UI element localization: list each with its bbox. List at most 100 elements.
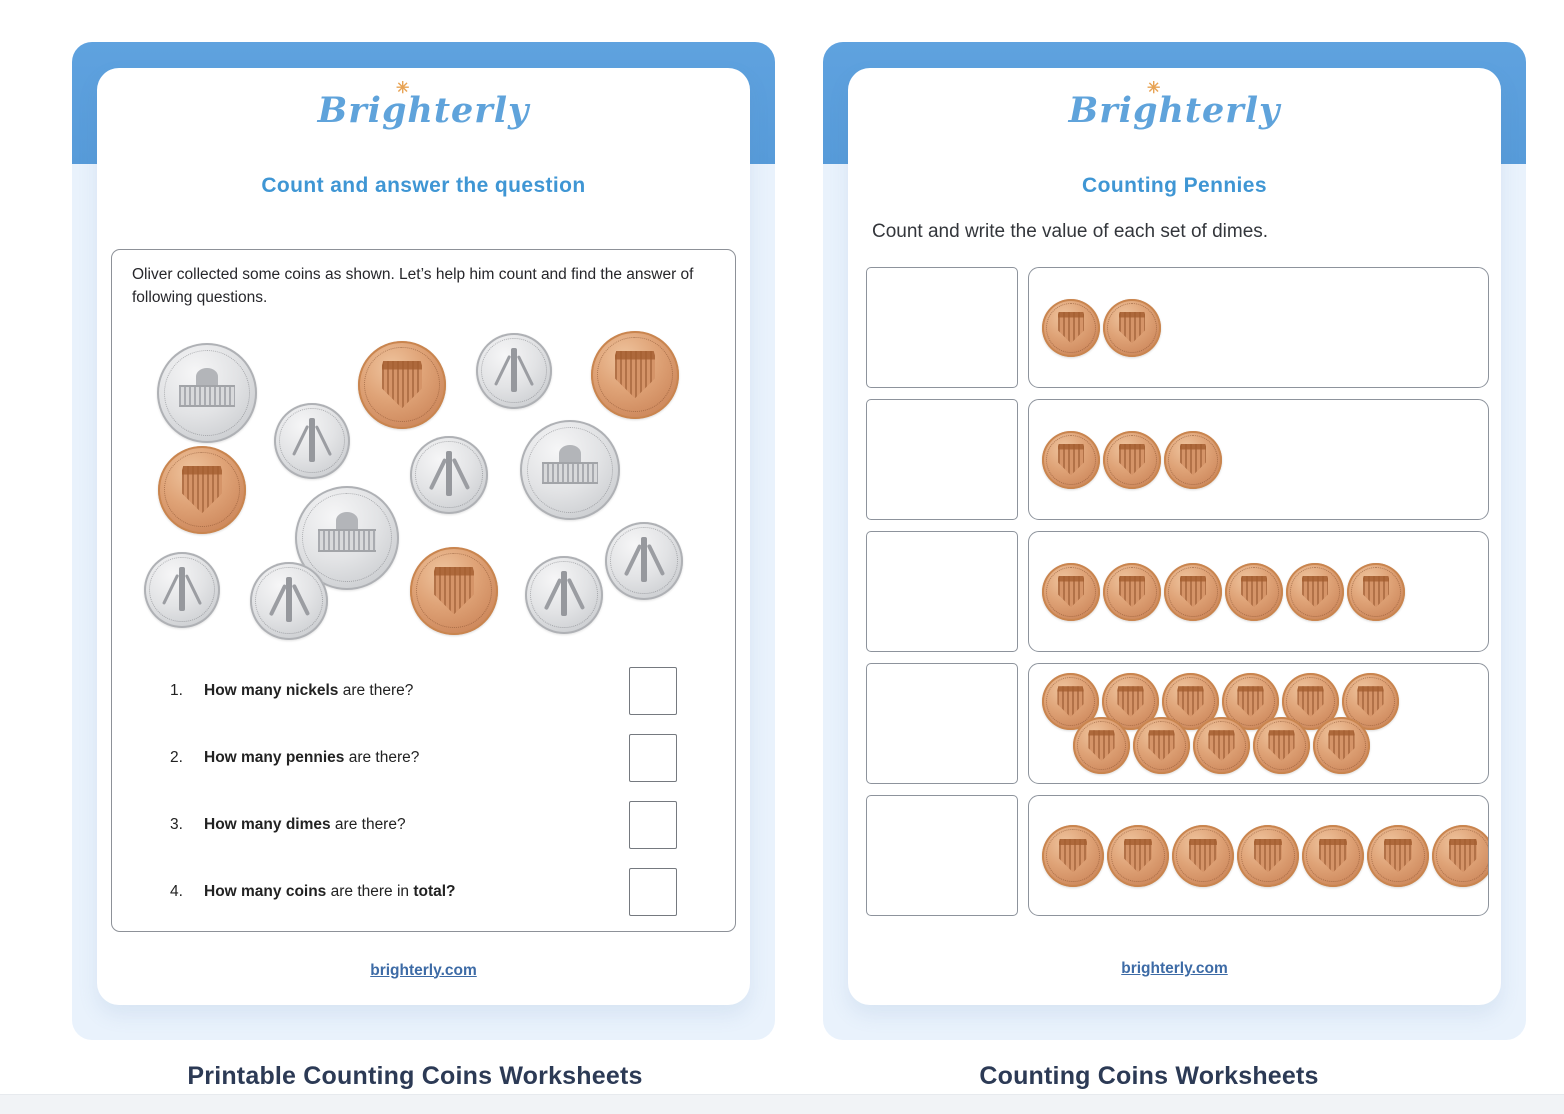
question-number: 1. bbox=[170, 681, 183, 699]
question-text: How many nickels are there? bbox=[204, 681, 414, 699]
dime-coin bbox=[605, 521, 683, 600]
question-row: 1. How many nickels are there? bbox=[170, 666, 677, 715]
question-text: How many pennies are there? bbox=[204, 748, 420, 766]
question-number: 3. bbox=[170, 815, 183, 833]
penny-set-box bbox=[1028, 663, 1489, 785]
penny-set-box bbox=[1028, 267, 1489, 389]
penny-coin bbox=[1164, 562, 1222, 621]
penny-coin bbox=[158, 445, 246, 534]
problem-box: Oliver collected some coins as shown. Le… bbox=[111, 248, 736, 935]
dime-coin bbox=[476, 332, 552, 409]
worksheet-cards-row: ✳ Brighterly Count and answer the questi… bbox=[72, 42, 1526, 1040]
worksheet-sheet-left: ✳ Brighterly Count and answer the questi… bbox=[97, 68, 750, 1005]
question-number: 4. bbox=[170, 882, 183, 900]
answer-box bbox=[866, 663, 1018, 785]
penny-coin bbox=[1222, 673, 1279, 731]
penny-set-box bbox=[1028, 795, 1489, 917]
logo-text: Brighterly bbox=[1068, 90, 1281, 131]
dime-coin bbox=[274, 402, 350, 479]
answer-box bbox=[629, 867, 677, 916]
penny-coin bbox=[1042, 430, 1100, 489]
worksheet-title: Count and answer the question bbox=[261, 173, 586, 197]
penny-coin bbox=[1042, 298, 1100, 357]
sun-rays-icon: ✳ bbox=[395, 78, 410, 97]
penny-coin bbox=[358, 340, 446, 429]
penny-coin bbox=[410, 546, 498, 635]
penny-coin bbox=[1237, 824, 1299, 887]
sun-rays-icon: ✳ bbox=[1146, 78, 1161, 97]
penny-line bbox=[1042, 562, 1488, 621]
penny-set-box bbox=[1028, 531, 1489, 653]
answer-box bbox=[629, 733, 677, 782]
penny-coin bbox=[1286, 562, 1344, 621]
logo-text: Brighterly bbox=[317, 90, 530, 131]
worksheet-title: Counting Pennies bbox=[1082, 173, 1267, 197]
question-text: How many coins are there in total? bbox=[204, 882, 456, 900]
page-footer-band bbox=[0, 1094, 1564, 1114]
worksheet-card-right[interactable]: ✳ Brighterly Counting Pennies Count and … bbox=[823, 42, 1526, 1040]
penny-coin bbox=[1042, 562, 1100, 621]
penny-coin bbox=[1103, 298, 1161, 357]
penny-coin bbox=[1225, 562, 1283, 621]
penny-set-row bbox=[866, 399, 1489, 521]
penny-coin bbox=[1347, 562, 1405, 621]
answer-box bbox=[866, 267, 1018, 389]
penny-line bbox=[1042, 298, 1488, 357]
penny-coin bbox=[1107, 824, 1169, 887]
brighterly-logo: ✳ Brighterly bbox=[97, 78, 750, 134]
brighterly-logo: ✳ Brighterly bbox=[848, 78, 1501, 134]
penny-set-row bbox=[866, 531, 1489, 653]
worksheet-sheet-right: ✳ Brighterly Counting Pennies Count and … bbox=[848, 68, 1501, 1005]
penny-coin bbox=[1133, 717, 1190, 775]
question-row: 2. How many pennies are there? bbox=[170, 733, 677, 782]
answer-box bbox=[629, 666, 677, 715]
penny-set-row bbox=[866, 795, 1489, 917]
worksheet-card-left[interactable]: ✳ Brighterly Count and answer the questi… bbox=[72, 42, 775, 1040]
dime-coin bbox=[410, 435, 488, 514]
penny-coin bbox=[1042, 673, 1099, 731]
brighterly-site-link[interactable]: brighterly.com bbox=[370, 961, 477, 979]
answer-box bbox=[866, 399, 1018, 521]
penny-coin bbox=[1103, 430, 1161, 489]
dime-coin bbox=[525, 555, 603, 634]
nickel-coin bbox=[157, 342, 257, 443]
nickel-coin bbox=[520, 419, 620, 520]
penny-coin bbox=[1302, 824, 1364, 887]
answer-box bbox=[866, 795, 1018, 917]
penny-coin bbox=[1172, 824, 1234, 887]
questions-list: 1. How many nickels are there? 2. How many … bbox=[112, 666, 735, 935]
instructions-text: Count and write the value of each set of… bbox=[872, 220, 1269, 242]
penny-set-box bbox=[1028, 399, 1489, 521]
dime-coin bbox=[144, 551, 220, 628]
dime-coin bbox=[250, 561, 328, 640]
answer-box bbox=[866, 531, 1018, 653]
question-row: 4. How many coins are there in total? bbox=[170, 867, 677, 916]
penny-coin bbox=[1193, 717, 1250, 775]
brighterly-site-link[interactable]: brighterly.com bbox=[1121, 960, 1228, 978]
instructions-text: Oliver collected some coins as shown. Le… bbox=[132, 265, 694, 306]
captions-row: Printable Counting Coins Worksheets Coun… bbox=[0, 1040, 1564, 1091]
penny-coin bbox=[1073, 717, 1130, 775]
penny-coin bbox=[1103, 562, 1161, 621]
penny-coin bbox=[1313, 717, 1370, 775]
penny-set-row bbox=[866, 663, 1489, 785]
nickel-coin bbox=[295, 485, 399, 590]
penny-set-row bbox=[866, 267, 1489, 389]
penny-coin bbox=[1432, 824, 1488, 887]
penny-line bbox=[1042, 824, 1488, 887]
penny-line bbox=[1042, 430, 1488, 489]
question-text: How many dimes are there? bbox=[204, 815, 406, 833]
caption-right: Counting Coins Worksheets bbox=[979, 1062, 1319, 1090]
penny-line bbox=[1073, 717, 1488, 775]
penny-coin bbox=[1367, 824, 1429, 887]
penny-coin bbox=[1164, 430, 1222, 489]
question-number: 2. bbox=[170, 748, 183, 766]
penny-coin bbox=[1042, 824, 1104, 887]
penny-sets-list bbox=[866, 267, 1489, 917]
penny-coin bbox=[1253, 717, 1310, 775]
caption-left: Printable Counting Coins Worksheets bbox=[187, 1062, 643, 1090]
penny-coin bbox=[591, 330, 679, 419]
answer-box bbox=[629, 800, 677, 849]
penny-line bbox=[1042, 673, 1488, 731]
question-row: 3. How many dimes are there? bbox=[170, 800, 677, 849]
